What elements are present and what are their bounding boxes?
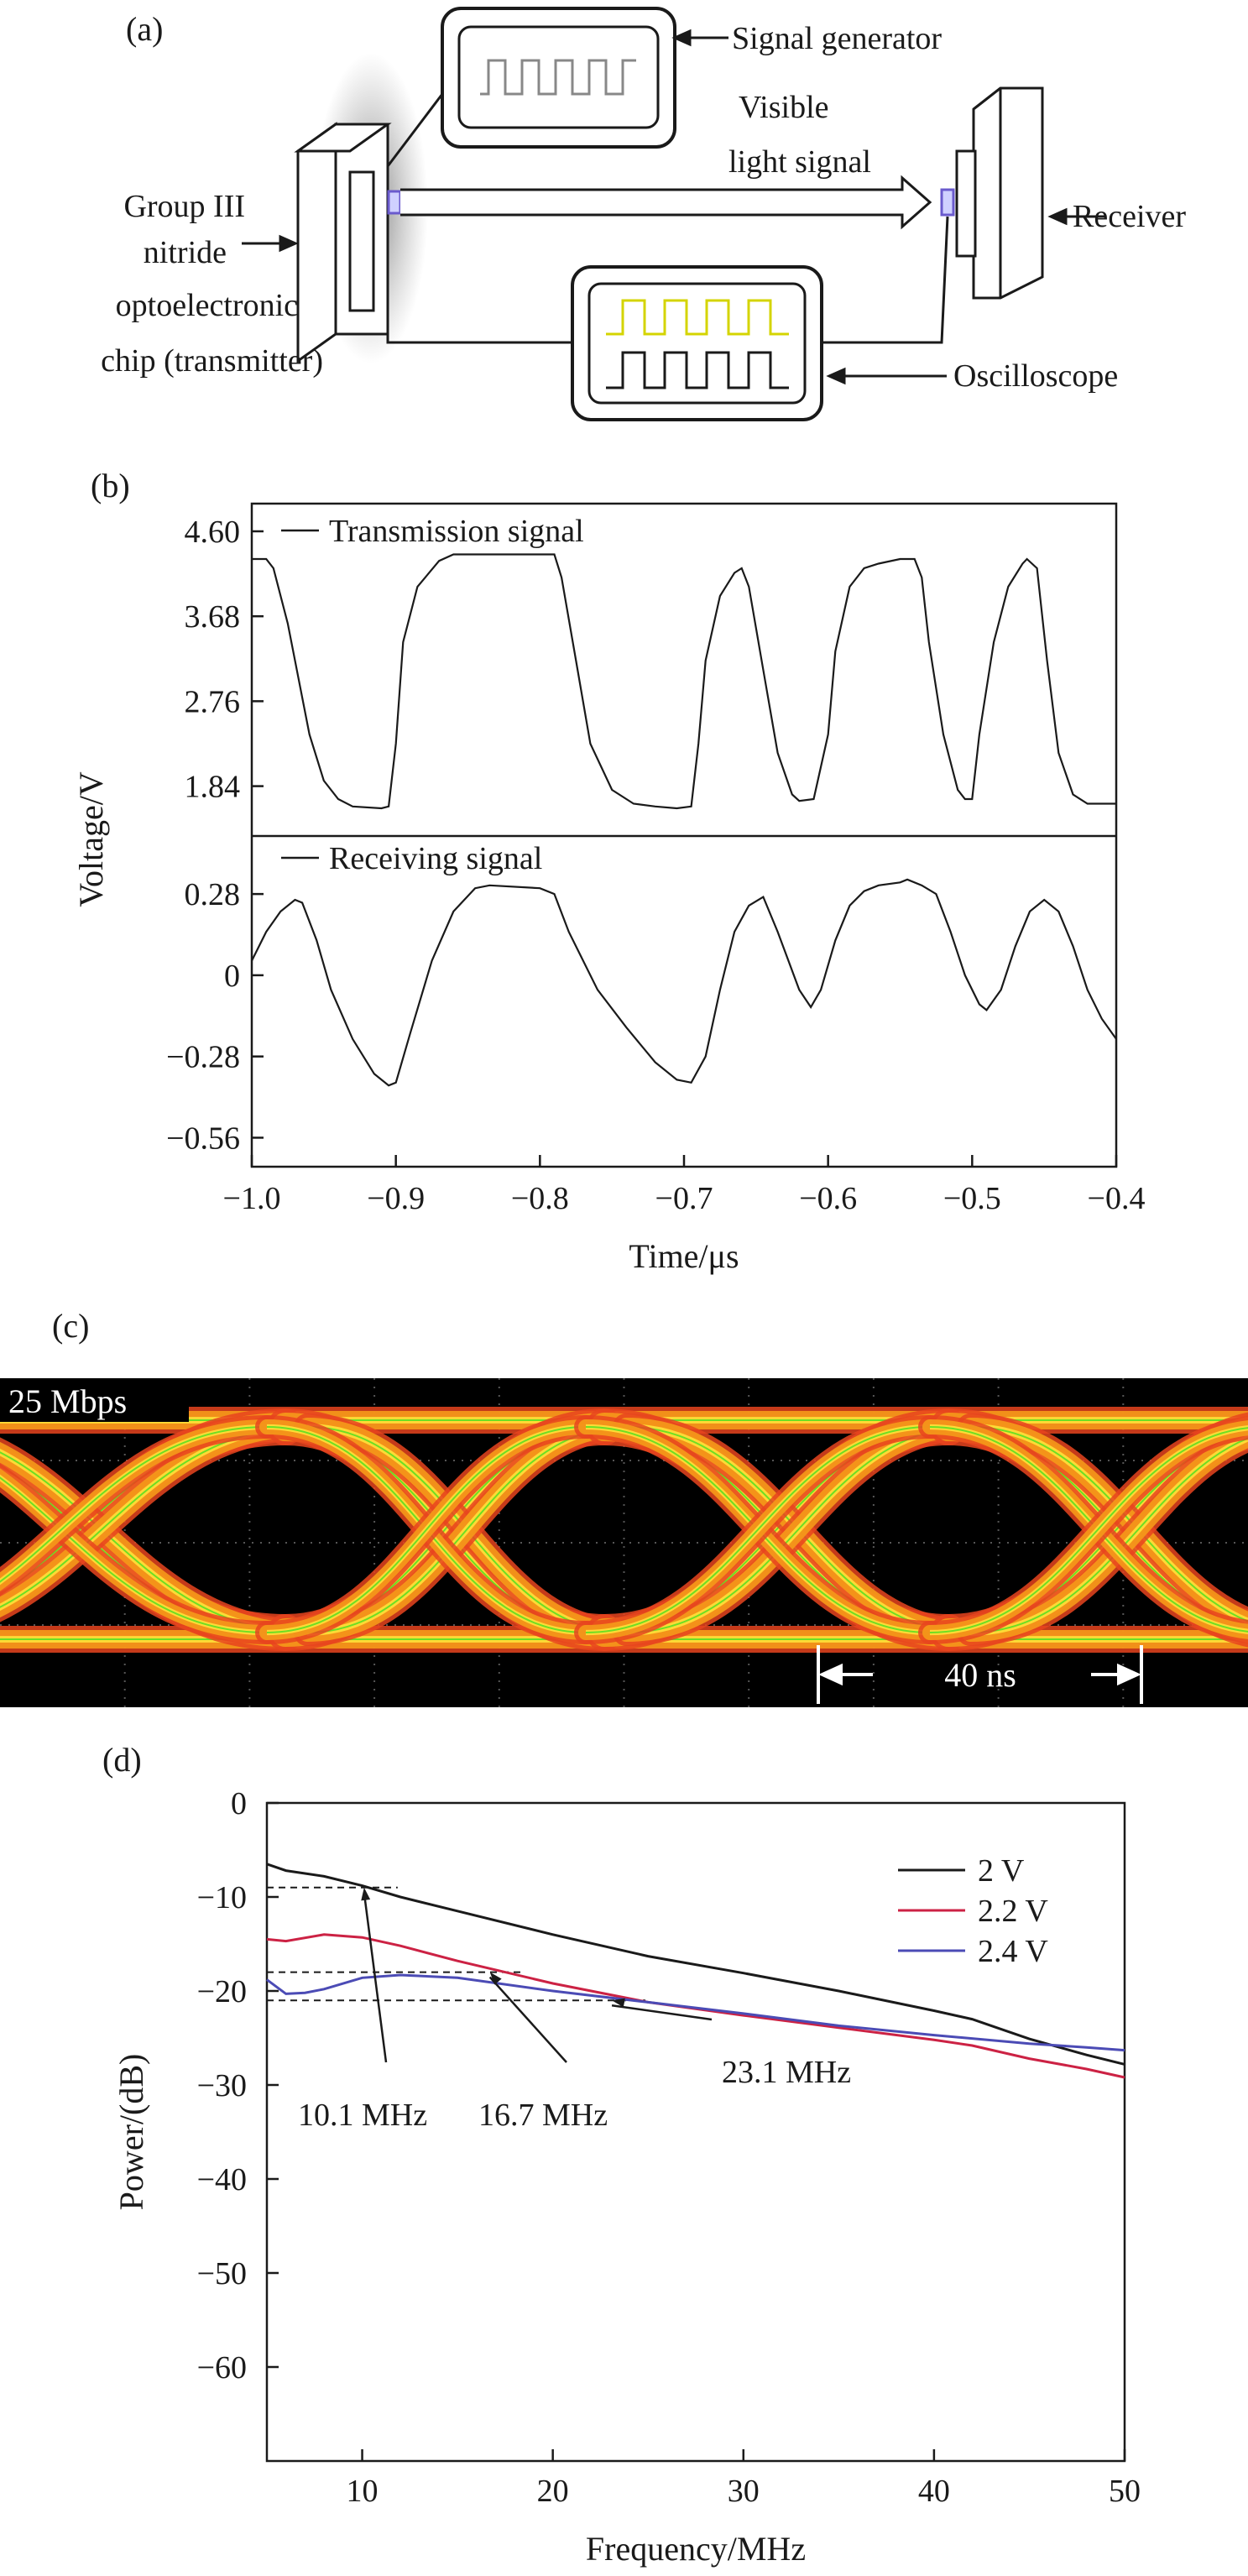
transmission-legend-label: Transmission signal bbox=[329, 514, 584, 549]
bitrate-label: 25 Mbps bbox=[8, 1382, 127, 1420]
visible-light-label-line2: light signal bbox=[728, 144, 871, 180]
arrow-left-icon bbox=[818, 1663, 843, 1686]
signal-generator-icon bbox=[441, 7, 676, 149]
receiving-legend: Receiving signal bbox=[281, 841, 542, 876]
led-icon bbox=[387, 190, 402, 215]
series-line-2-V bbox=[266, 1863, 1125, 2066]
x-tick-label: 30 bbox=[728, 2474, 760, 2509]
y-tick-label: −20 bbox=[197, 1974, 247, 2009]
x-tick-label: 20 bbox=[537, 2474, 569, 2509]
legend-label: 2.4 V bbox=[978, 1934, 1048, 1969]
panel-d-legend: 2 V 2.2 V 2.4 V bbox=[898, 1853, 1048, 1969]
receiver-label: Receiver bbox=[1073, 199, 1186, 234]
panel-b-xlabel: Time/μs bbox=[629, 1237, 739, 1275]
frequency-annotation-label: 23.1 MHz bbox=[722, 2055, 851, 2090]
receiving-signal-line bbox=[251, 878, 1117, 1087]
panel-d-frequency-chart: (d) 0 −10 −20 −30 −40 −50 −60 10 20 30 40 50 10.1 M… bbox=[102, 1741, 1141, 2568]
x-tick-label: 40 bbox=[918, 2474, 950, 2509]
y-tick-label: 4.60 bbox=[185, 515, 241, 550]
oscilloscope-label: Oscilloscope bbox=[953, 358, 1118, 394]
receiving-y-axis: 0.28 0 −0.28 −0.56 bbox=[166, 877, 264, 1156]
power-series-lines bbox=[266, 1863, 1125, 2079]
chip-label-line1: Group III bbox=[123, 189, 245, 224]
frequency-annotation-label: 10.1 MHz bbox=[298, 2098, 427, 2133]
arrow-head-icon bbox=[361, 1887, 371, 1901]
y-tick-label: −10 bbox=[197, 1880, 247, 1915]
panel-d-frame bbox=[265, 1801, 1126, 2463]
x-tick-label: −0.6 bbox=[799, 1181, 857, 1216]
annotation-arrow bbox=[611, 2004, 713, 2021]
y-tick-label: −40 bbox=[197, 2162, 247, 2197]
legend-label: 2.2 V bbox=[978, 1894, 1048, 1929]
x-tick-label: 10 bbox=[347, 2474, 379, 2509]
time-x-axis: −1.0 −0.9 −0.8 −0.7 −0.6 −0.5 −0.4 bbox=[223, 1155, 1146, 1216]
eye-trace-core bbox=[969, 1437, 1248, 1633]
transmission-legend: Transmission signal bbox=[281, 514, 584, 549]
x-tick-label: −0.9 bbox=[367, 1181, 425, 1216]
legend-label: 2 V bbox=[978, 1853, 1025, 1889]
transmitter-chip-icon bbox=[294, 53, 428, 363]
y-tick-label: 3.68 bbox=[185, 599, 241, 635]
chip-label-line2: nitride bbox=[144, 235, 227, 270]
reference-lines bbox=[267, 1886, 646, 2002]
y-tick-label: −60 bbox=[197, 2350, 247, 2385]
eye-trace-core bbox=[929, 1427, 1248, 1633]
x-tick-label: −1.0 bbox=[223, 1181, 281, 1216]
panel-b-ylabel: Voltage/V bbox=[72, 771, 110, 907]
signal-generator-label: Signal generator bbox=[732, 21, 942, 56]
x-tick-label: −0.5 bbox=[943, 1181, 1001, 1216]
y-tick-label: 0 bbox=[231, 1786, 247, 1821]
panel-d-ylabel: Power/(dB) bbox=[112, 2054, 150, 2211]
y-tick-label: −30 bbox=[197, 2068, 247, 2103]
eye-trace-core bbox=[0, 1426, 268, 1583]
label-arrows bbox=[242, 29, 1106, 385]
visible-light-label-line1: Visible bbox=[739, 90, 829, 125]
oscilloscope-icon bbox=[571, 265, 823, 421]
panel-b-voltage-chart: (b) 4.60 3.68 2.76 1.84 0.28 0 −0.28 −0.56 −1.… bbox=[72, 467, 1145, 1275]
transmission-y-axis: 4.60 3.68 2.76 1.84 bbox=[185, 515, 264, 805]
y-tick-label: −0.56 bbox=[166, 1121, 240, 1156]
setup-wires bbox=[386, 93, 949, 344]
time-span-label: 40 ns bbox=[944, 1656, 1016, 1694]
photodetector-icon bbox=[940, 188, 955, 217]
y-tick-label: 0 bbox=[224, 959, 240, 994]
bitrate-label-bg bbox=[0, 1378, 189, 1422]
x-tick-label: 50 bbox=[1109, 2474, 1141, 2509]
frequency-annotation-label: 16.7 MHz bbox=[478, 2098, 608, 2133]
chip-label-line4: chip (transmitter) bbox=[101, 343, 323, 379]
panel-d-label: (d) bbox=[102, 1741, 142, 1779]
y-tick-label: −50 bbox=[197, 2256, 247, 2291]
transmission-signal-line bbox=[252, 553, 1116, 810]
panel-a-label: (a) bbox=[126, 10, 163, 48]
eye-trace-core bbox=[585, 1426, 931, 1633]
panel-c-eye-diagram: (c) 25 Mbps 40 ns bbox=[0, 1307, 1248, 1707]
x-tick-label: −0.7 bbox=[655, 1181, 713, 1216]
y-tick-label: 2.76 bbox=[185, 684, 241, 719]
y-tick-label: −0.28 bbox=[166, 1040, 240, 1075]
annotation-arrow bbox=[363, 1892, 388, 2063]
receiver-device-icon bbox=[940, 86, 1044, 300]
x-tick-label: −0.8 bbox=[511, 1181, 569, 1216]
panel-a-setup-diagram: (a) bbox=[101, 7, 1186, 421]
series-line-2-4-V bbox=[266, 1973, 1125, 2052]
frequency-annotations: 10.1 MHz 16.7 MHz 23.1 MHz bbox=[298, 1887, 851, 2133]
y-tick-label: 1.84 bbox=[185, 770, 241, 805]
x-tick-label: −0.4 bbox=[1088, 1181, 1146, 1216]
y-tick-label: 0.28 bbox=[185, 877, 241, 912]
panel-b-label: (b) bbox=[91, 467, 130, 504]
time-span-marker bbox=[817, 1645, 1143, 1704]
eye-trace-core bbox=[266, 1426, 587, 1633]
panel-d-axes: 0 −10 −20 −30 −40 −50 −60 10 20 30 40 50 bbox=[197, 1786, 1141, 2509]
light-beam-arrow-icon bbox=[400, 175, 932, 230]
arrow-head-icon bbox=[612, 1998, 625, 2008]
arrow-head-icon bbox=[489, 1972, 502, 1985]
annotation-arrow bbox=[488, 1976, 567, 2063]
panel-d-xlabel: Frequency/MHz bbox=[586, 2530, 806, 2568]
receiving-legend-label: Receiving signal bbox=[329, 841, 542, 876]
arrow-right-icon bbox=[1117, 1663, 1141, 1686]
chip-label-line3: optoelectronic bbox=[116, 288, 298, 323]
eye-diagram-traces bbox=[0, 1407, 1248, 1653]
panel-c-label: (c) bbox=[52, 1307, 89, 1345]
